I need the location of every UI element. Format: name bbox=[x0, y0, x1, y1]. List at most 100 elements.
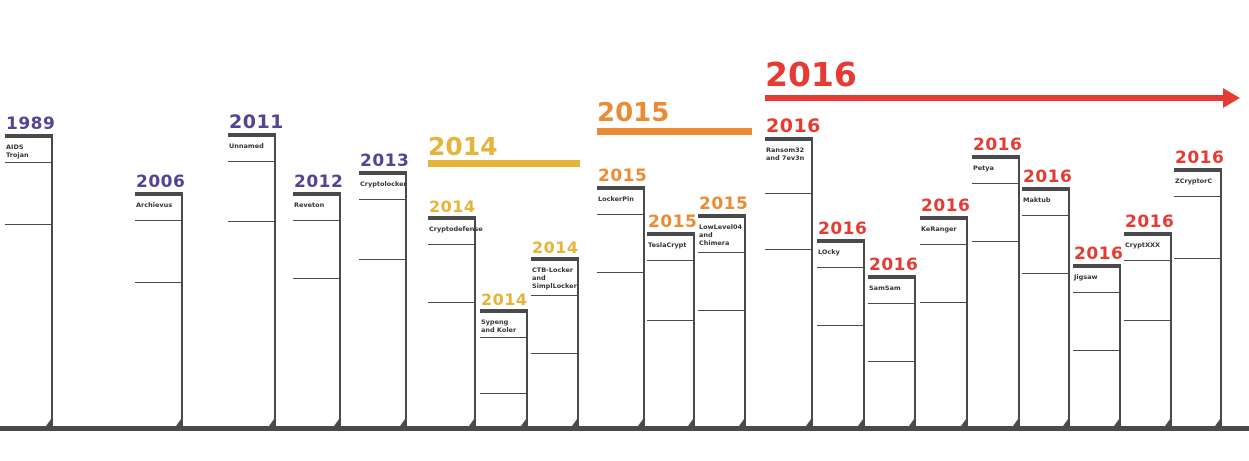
entry-year: 2014 bbox=[429, 197, 476, 216]
timeline-baseline bbox=[0, 426, 1249, 431]
entry-stem bbox=[693, 232, 695, 426]
entry-underline bbox=[920, 244, 968, 245]
entry-cap bbox=[1073, 264, 1121, 268]
entry-foot bbox=[176, 419, 181, 426]
entry-divider bbox=[293, 278, 341, 279]
entry-year: 2016 bbox=[1125, 212, 1175, 232]
entry-year: 2014 bbox=[532, 238, 579, 257]
entry-cap bbox=[359, 171, 407, 175]
entry-foot bbox=[521, 419, 526, 426]
entry-year: 2016 bbox=[869, 255, 919, 275]
era-bar bbox=[428, 160, 580, 167]
entry-underline bbox=[647, 260, 695, 261]
entry-name: LockerPin bbox=[598, 195, 634, 203]
entry-underline bbox=[359, 199, 407, 200]
era-bar bbox=[765, 95, 1223, 101]
era-year-label: 2015 bbox=[597, 98, 670, 128]
entry-foot bbox=[269, 419, 274, 426]
entry-foot bbox=[400, 419, 405, 426]
entry-stem bbox=[643, 186, 645, 426]
entry-underline bbox=[5, 162, 53, 163]
entry-name: AIDS Trojan bbox=[6, 143, 29, 160]
entry-stem bbox=[577, 257, 579, 426]
entry-foot bbox=[909, 419, 914, 426]
entry-divider bbox=[1022, 273, 1070, 274]
entry-cap bbox=[1174, 168, 1222, 172]
entry-stem bbox=[1119, 264, 1121, 426]
entry-stem bbox=[744, 214, 746, 426]
entry-underline bbox=[597, 214, 645, 215]
entry-year: 2016 bbox=[1074, 244, 1124, 264]
entry-underline bbox=[228, 161, 276, 162]
entry-divider bbox=[228, 221, 276, 222]
entry-cap bbox=[817, 239, 865, 243]
entry-stem bbox=[526, 309, 528, 426]
entry-name: LowLevel04 and Chimera bbox=[699, 223, 743, 248]
entry-name: Ransom32 and 7ev3n bbox=[766, 146, 805, 163]
entry-cap bbox=[228, 133, 276, 137]
entry-foot bbox=[688, 419, 693, 426]
entry-underline bbox=[1174, 196, 1222, 197]
entry-name: Archievus bbox=[136, 201, 173, 209]
entry-cap bbox=[135, 192, 183, 196]
entry-name: ZCryptorC bbox=[1175, 177, 1213, 185]
entry-name: CryptXXX bbox=[1125, 241, 1161, 249]
entry-foot bbox=[469, 419, 474, 426]
entry-stem bbox=[914, 275, 916, 426]
entry-stem bbox=[405, 171, 407, 426]
entry-name: Petya bbox=[973, 164, 994, 172]
entry-stem bbox=[863, 239, 865, 426]
entry-cap bbox=[1124, 232, 1172, 236]
entry-foot bbox=[1165, 419, 1170, 426]
entry-year: 2015 bbox=[699, 194, 749, 214]
entry-cap bbox=[647, 232, 695, 236]
era-year-label: 2014 bbox=[428, 132, 498, 161]
entry-divider bbox=[531, 353, 579, 354]
entry-year: 2016 bbox=[1175, 148, 1225, 168]
entry-divider bbox=[359, 259, 407, 260]
entry-underline bbox=[1124, 260, 1172, 261]
entry-cap bbox=[293, 192, 341, 196]
entry-divider bbox=[920, 302, 968, 303]
entry-foot bbox=[858, 419, 863, 426]
entry-divider bbox=[1124, 320, 1172, 321]
entry-underline bbox=[428, 244, 476, 245]
entry-year: 2013 bbox=[360, 151, 410, 171]
entry-foot bbox=[806, 419, 811, 426]
entry-name: TeslaCrypt bbox=[648, 241, 687, 249]
entry-underline bbox=[1022, 215, 1070, 216]
entry-year: 2015 bbox=[648, 212, 698, 232]
entry-stem bbox=[1068, 187, 1070, 426]
entry-divider bbox=[647, 320, 695, 321]
entry-divider bbox=[480, 393, 528, 394]
entry-cap bbox=[597, 186, 645, 190]
entry-foot bbox=[739, 419, 744, 426]
entry-underline bbox=[531, 295, 579, 296]
entry-name: CTB-Locker and SimplLocker bbox=[532, 266, 577, 291]
entry-name: LOcky bbox=[818, 248, 840, 256]
entry-stem bbox=[1220, 168, 1222, 426]
entry-divider bbox=[5, 224, 53, 225]
entry-underline bbox=[817, 267, 865, 268]
entry-foot bbox=[46, 419, 51, 426]
entry-divider bbox=[765, 249, 813, 250]
entry-year: 1989 bbox=[6, 114, 56, 134]
entry-year: 2015 bbox=[598, 166, 648, 186]
entry-divider bbox=[597, 272, 645, 273]
entry-underline bbox=[698, 252, 746, 253]
entry-stem bbox=[339, 192, 341, 426]
entry-stem bbox=[51, 134, 53, 426]
entry-stem bbox=[181, 192, 183, 426]
entry-cap bbox=[480, 309, 528, 313]
entry-year: 2012 bbox=[294, 172, 344, 192]
entry-cap bbox=[765, 137, 813, 141]
entry-foot bbox=[638, 419, 643, 426]
entry-underline bbox=[972, 183, 1020, 184]
entry-divider bbox=[698, 310, 746, 311]
entry-stem bbox=[274, 133, 276, 426]
entry-year: 2014 bbox=[481, 290, 528, 309]
entry-year: 2006 bbox=[136, 172, 186, 192]
entry-divider bbox=[1174, 258, 1222, 259]
entry-underline bbox=[135, 220, 183, 221]
